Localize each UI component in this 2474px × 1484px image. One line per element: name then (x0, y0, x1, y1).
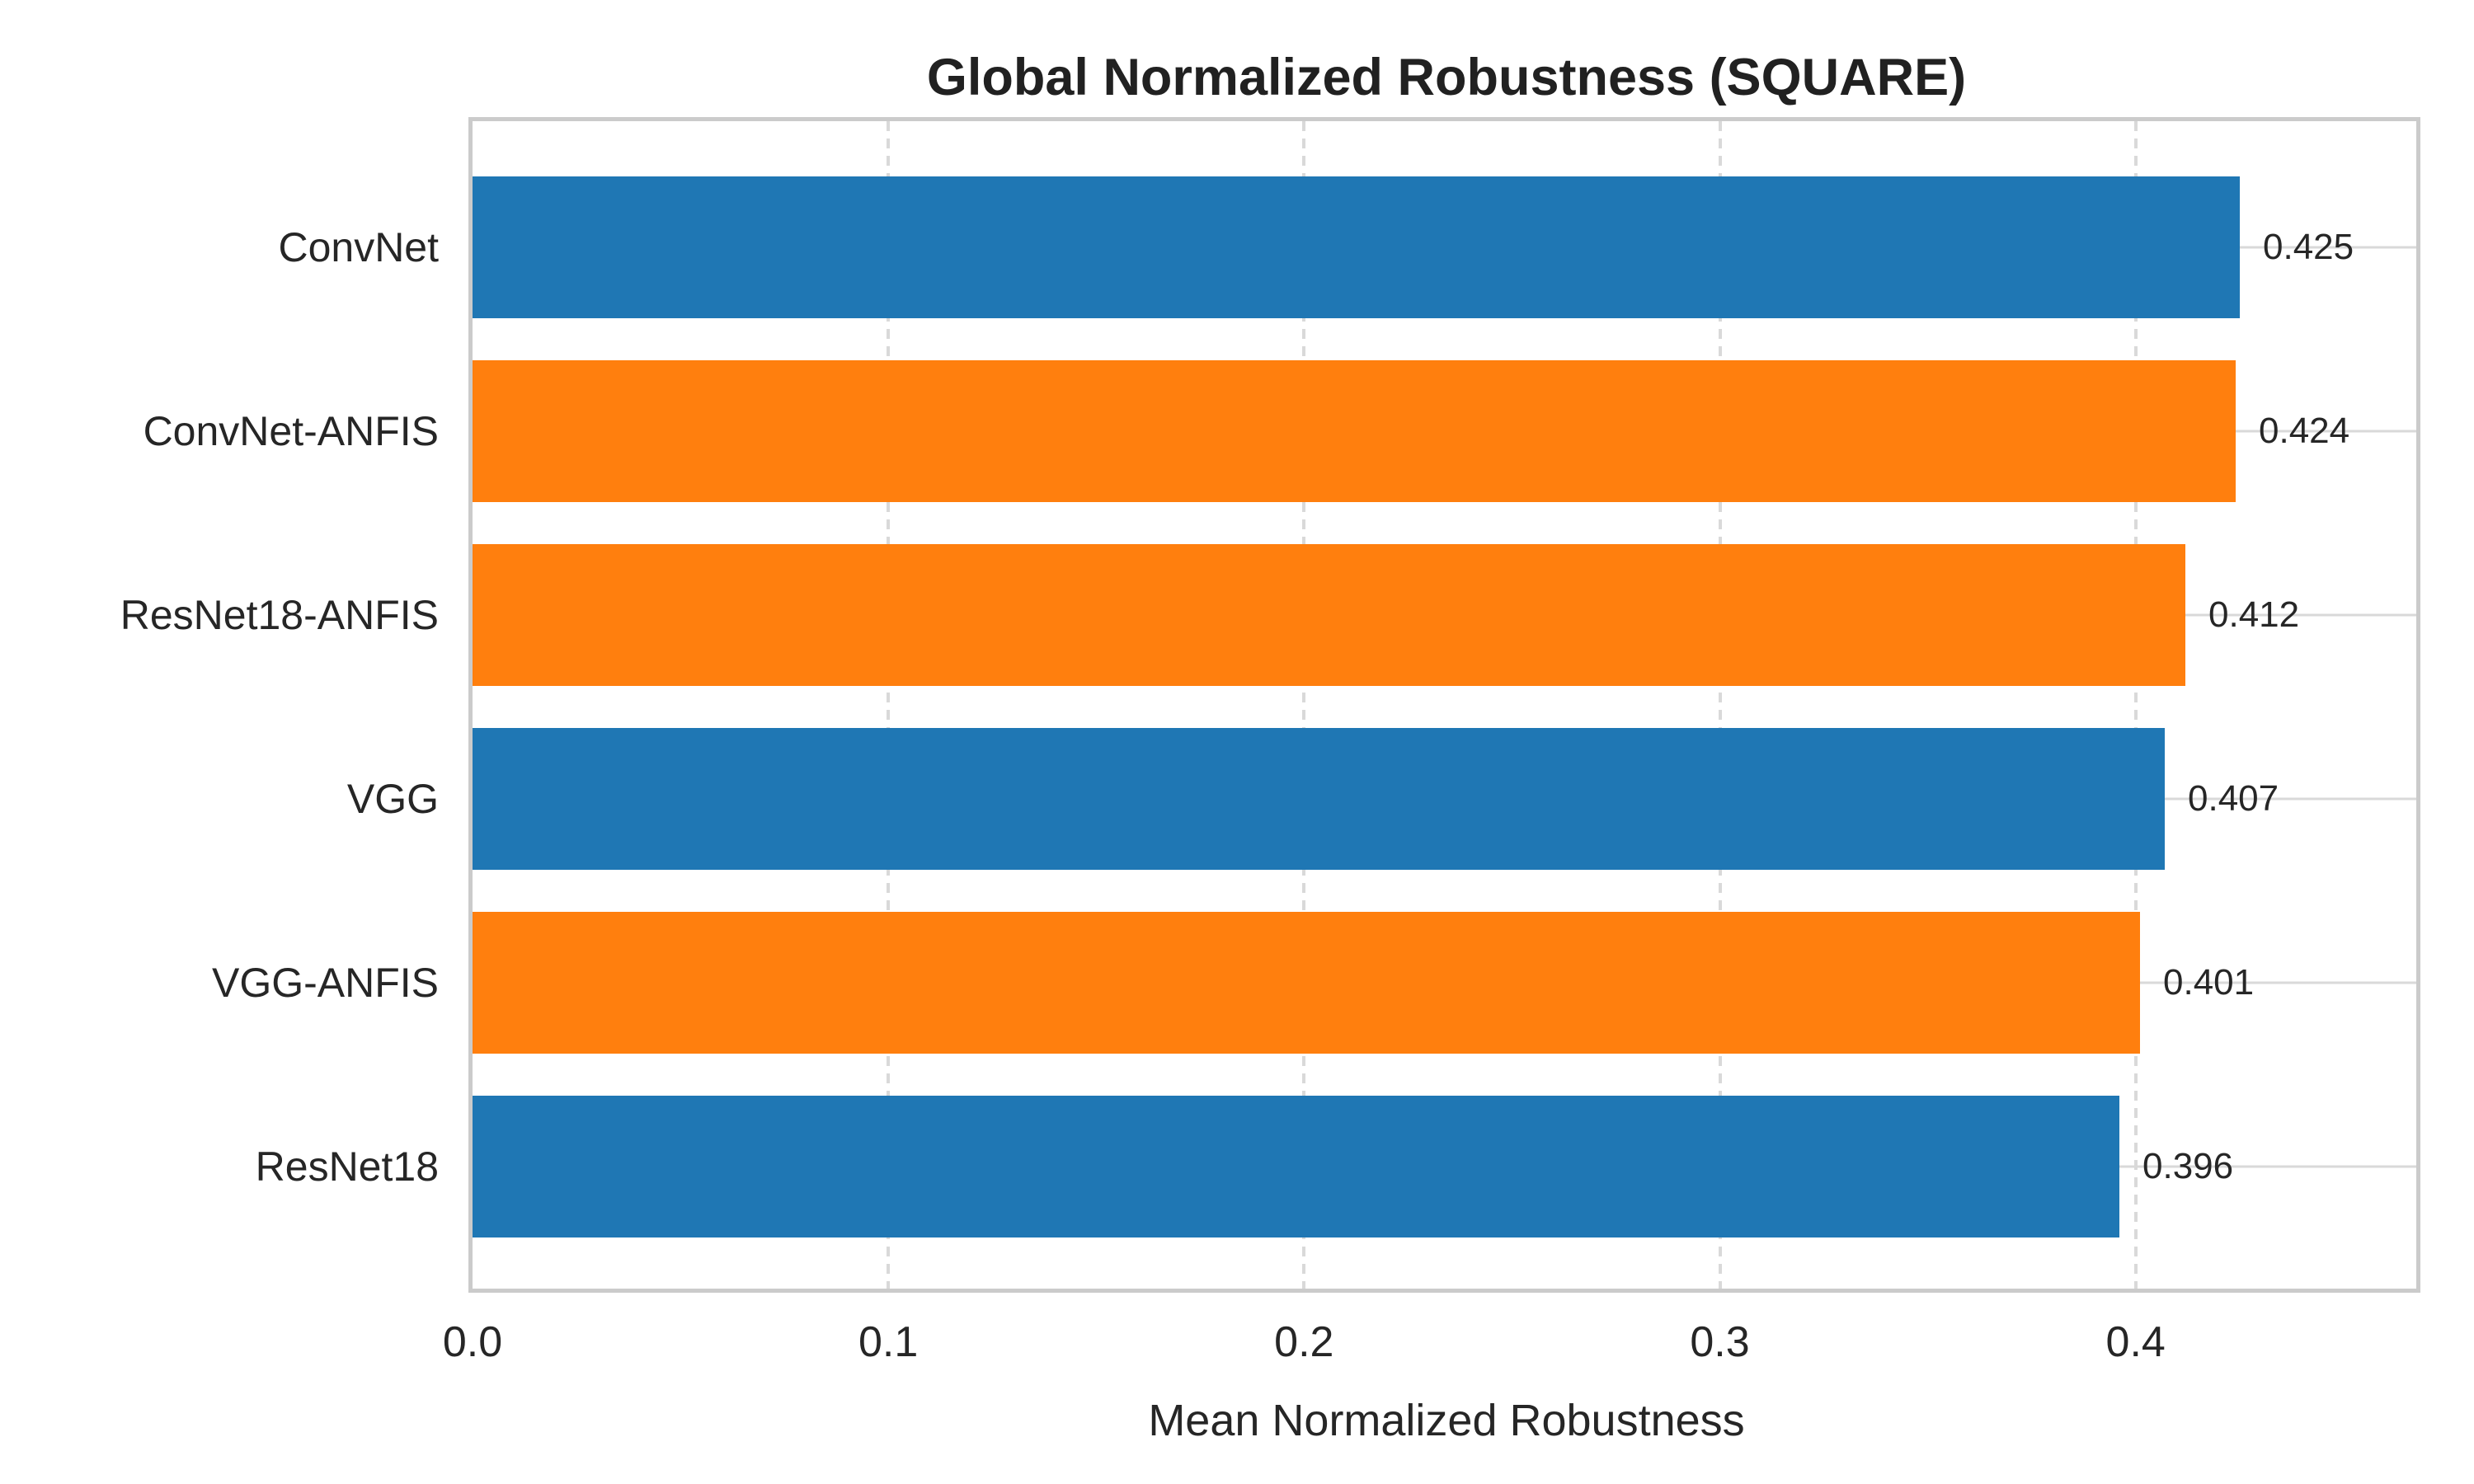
x-axis-label: Mean Normalized Robustness (1148, 1396, 1745, 1445)
plot-area: 0.425 0.424 0.412 0.407 0.401 0.396 (468, 117, 2420, 1293)
y-tick-label-ResNet18-ANFIS: ResNet18-ANFIS (120, 592, 439, 638)
x-gridline (2133, 121, 2138, 1289)
y-tick-label-ResNet18: ResNet18 (255, 1144, 439, 1190)
bar-ResNet18 (473, 1096, 2119, 1237)
x-tick-label-0.0: 0.0 (442, 1318, 503, 1366)
y-tick-label-VGG-ANFIS: VGG-ANFIS (211, 960, 439, 1006)
x-tick-label-0.1: 0.1 (858, 1318, 919, 1366)
bar-ConvNet (473, 176, 2240, 318)
bar-value-label: 0.412 (2208, 594, 2300, 635)
x-gridline (1302, 121, 1306, 1289)
bar-value-label: 0.407 (2188, 778, 2279, 819)
x-gridline (1718, 121, 1722, 1289)
bar-value-label: 0.396 (2142, 1146, 2234, 1186)
bar-value-label: 0.401 (2163, 962, 2255, 1003)
x-gridline (887, 121, 891, 1289)
bar-ConvNet-ANFIS (473, 360, 2236, 502)
y-tick-label-ConvNet-ANFIS: ConvNet-ANFIS (143, 408, 439, 454)
bar-value-label: 0.425 (2263, 227, 2354, 267)
x-tick-label-0.3: 0.3 (1690, 1318, 1750, 1366)
y-tick-label-VGG: VGG (346, 776, 439, 822)
bar-VGG-ANFIS (473, 912, 2140, 1054)
bar-ResNet18-ANFIS (473, 544, 2185, 686)
bar-value-label: 0.424 (2259, 411, 2350, 451)
x-tick-label-0.2: 0.2 (1274, 1318, 1334, 1366)
x-tick-label-0.4: 0.4 (2105, 1318, 2166, 1366)
y-tick-label-ConvNet: ConvNet (278, 224, 439, 270)
chart-title: Global Normalized Robustness (SQUARE) (926, 49, 1967, 106)
bar-VGG (473, 728, 2165, 870)
